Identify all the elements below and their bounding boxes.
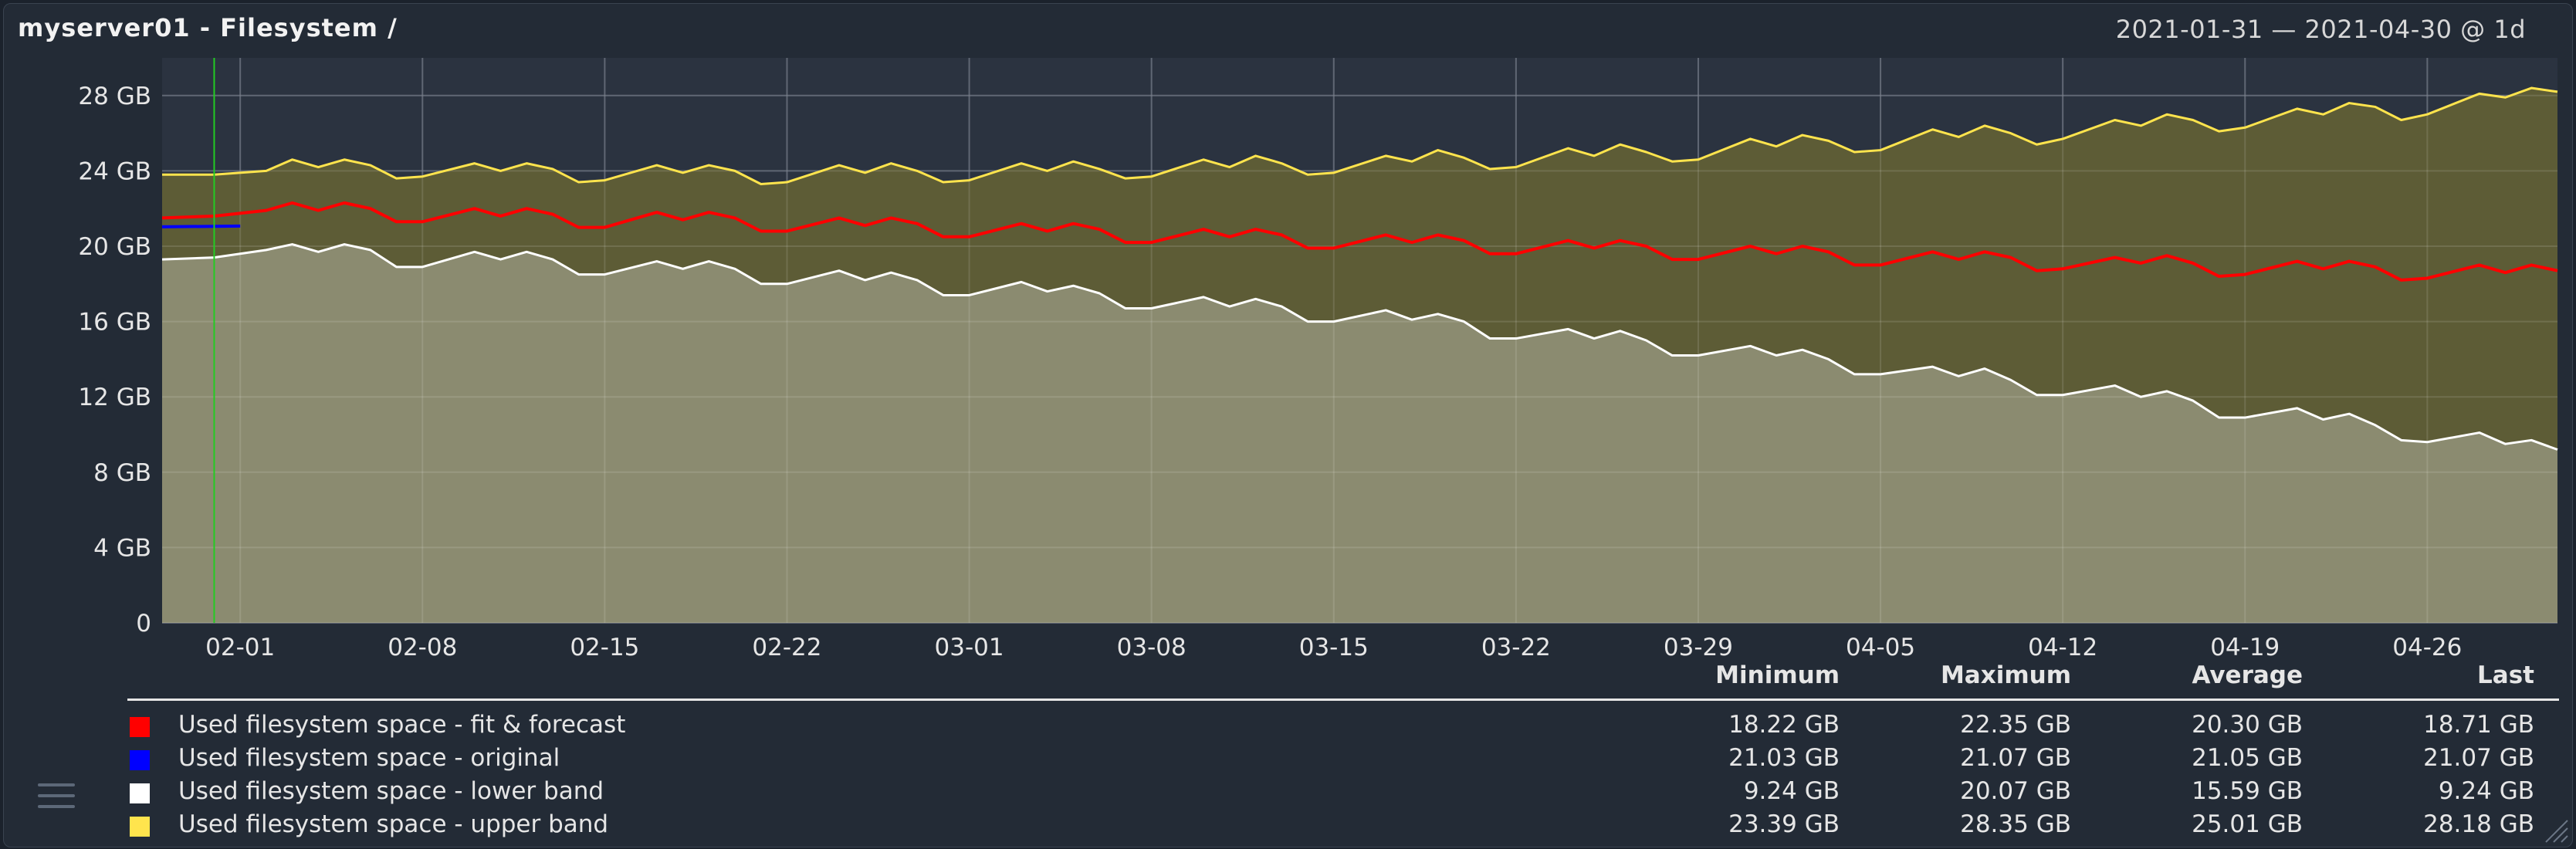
- legend-max: 21.07 GB: [1960, 744, 2071, 772]
- y-tick-label: 20 GB: [78, 233, 151, 261]
- legend-avg: 20.30 GB: [2192, 711, 2303, 739]
- legend-row: Used filesystem space - original 21.03 G…: [4, 742, 2572, 776]
- legend-avg: 25.01 GB: [2192, 810, 2303, 838]
- legend-name: Used filesystem space - fit & forecast: [178, 711, 626, 739]
- legend-row: Used filesystem space - fit & forecast 1…: [4, 709, 2572, 743]
- y-tick-label: 24 GB: [78, 157, 151, 185]
- y-axis: 0 4 GB 8 GB 12 GB 16 GB 20 GB 24 GB 28 GB: [78, 83, 151, 638]
- legend-last: 21.07 GB: [2423, 744, 2534, 772]
- x-tick-label: 02-08: [388, 634, 457, 660]
- graph-title: myserver01 - Filesystem /: [18, 13, 398, 42]
- legend-name: Used filesystem space - upper band: [178, 810, 609, 838]
- col-head-minimum: Minimum: [1715, 661, 1840, 689]
- legend-min: 18.22 GB: [1728, 711, 1840, 739]
- x-tick-label: 02-22: [752, 634, 821, 660]
- y-tick-label: 8 GB: [93, 459, 151, 487]
- legend-header: Minimum Maximum Average Last: [4, 661, 2572, 692]
- x-tick-label: 02-15: [570, 634, 639, 660]
- original-line: [161, 224, 241, 228]
- lower-band-area: [162, 244, 2557, 623]
- legend-min: 9.24 GB: [1743, 777, 1840, 805]
- legend-row: Used filesystem space - upper band 23.39…: [4, 809, 2572, 843]
- y-tick-label: 12 GB: [78, 384, 151, 411]
- x-tick-label: 03-22: [1481, 634, 1551, 660]
- legend-last: 9.24 GB: [2438, 777, 2534, 805]
- legend-avg: 15.59 GB: [2192, 777, 2303, 805]
- legend-min: 21.03 GB: [1728, 744, 1840, 772]
- legend-swatch: [130, 750, 150, 770]
- x-tick-label: 04-12: [2028, 634, 2097, 660]
- legend-name: Used filesystem space - original: [178, 744, 560, 772]
- legend-max: 20.07 GB: [1960, 777, 2071, 805]
- legend-min: 23.39 GB: [1728, 810, 1840, 838]
- col-head-last: Last: [2477, 661, 2534, 689]
- col-head-average: Average: [2192, 661, 2303, 689]
- time-range[interactable]: 2021-01-31 — 2021-04-30 @ 1d: [2115, 15, 2526, 44]
- hamburger-menu-icon[interactable]: [38, 783, 75, 814]
- upper-band-line: [162, 86, 2558, 185]
- x-tick-label: 03-01: [935, 634, 1004, 660]
- col-head-maximum: Maximum: [1940, 661, 2071, 689]
- resize-handle-icon[interactable]: [2543, 817, 2569, 844]
- legend-divider: [127, 698, 2559, 701]
- legend-swatch: [130, 817, 150, 837]
- legend-max: 28.35 GB: [1960, 810, 2071, 838]
- y-tick-label: 0: [136, 610, 151, 638]
- legend-swatch: [130, 783, 150, 803]
- x-axis: 02-01 02-08 02-15 02-22 03-01 03-08 03-15 03-22…: [205, 634, 2462, 660]
- y-tick-label: 16 GB: [78, 309, 151, 337]
- legend-last: 18.71 GB: [2423, 711, 2534, 739]
- legend-row: Used filesystem space - lower band 9.24 …: [4, 776, 2572, 810]
- x-tick-label: 04-26: [2392, 634, 2462, 660]
- fit-forecast-line: [161, 201, 2558, 282]
- x-tick-label: 04-05: [1846, 634, 1915, 660]
- band-areas: [162, 58, 2557, 624]
- legend-swatch: [130, 717, 150, 737]
- legend-last: 28.18 GB: [2423, 810, 2534, 838]
- x-tick-label: 02-01: [205, 634, 275, 660]
- legend-avg: 21.05 GB: [2192, 744, 2303, 772]
- y-tick-label: 28 GB: [78, 83, 151, 110]
- legend-max: 22.35 GB: [1960, 711, 2071, 739]
- lower-band-line: [161, 243, 2558, 451]
- x-tick-label: 03-29: [1664, 634, 1733, 660]
- x-tick-label: 04-19: [2210, 634, 2280, 660]
- graph-panel: myserver01 - Filesystem / 2021-01-31 — 2…: [3, 3, 2573, 847]
- y-tick-label: 4 GB: [93, 534, 151, 562]
- x-tick-label: 03-08: [1117, 634, 1186, 660]
- series-lines: [161, 58, 2558, 623]
- chart[interactable]: 0 4 GB 8 GB 12 GB 16 GB 20 GB 24 GB 28 GB 02-01…: [4, 4, 2572, 660]
- legend-name: Used filesystem space - lower band: [178, 777, 604, 805]
- x-tick-label: 03-15: [1299, 634, 1369, 660]
